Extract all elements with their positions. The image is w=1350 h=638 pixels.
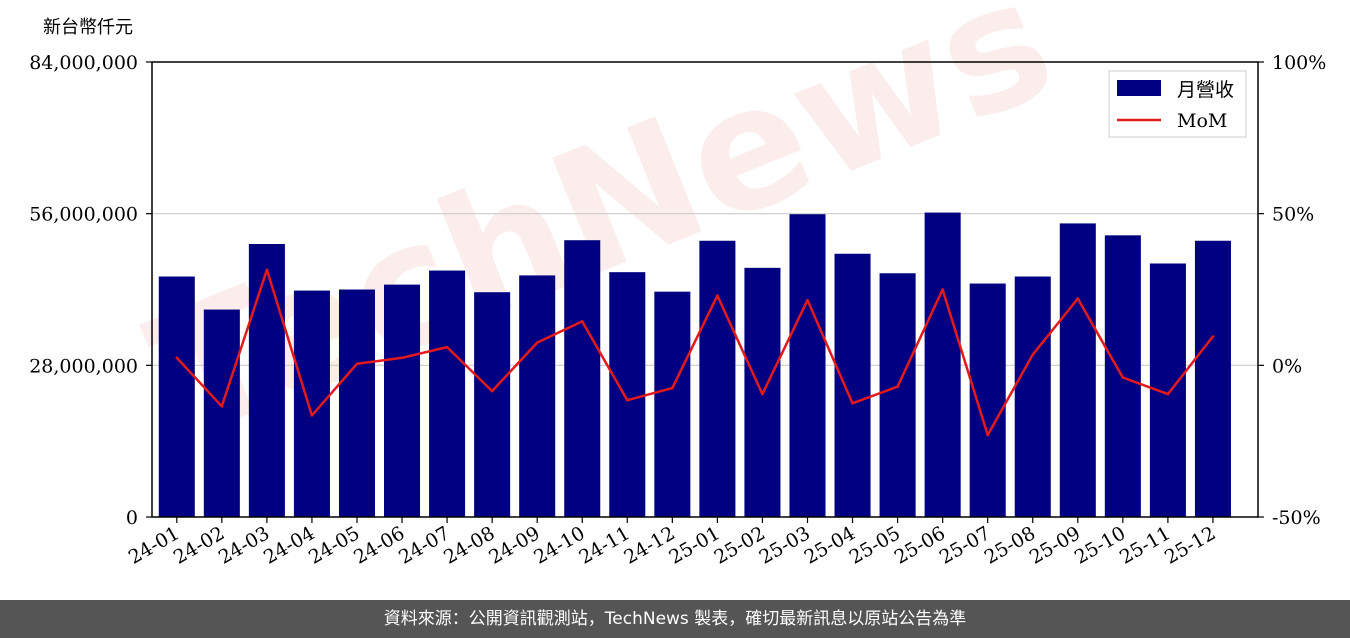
- bar-24-05: [338, 289, 376, 517]
- bars: [158, 212, 1231, 518]
- bar-25-01: [699, 240, 736, 517]
- mom-point-25-11: [1166, 392, 1170, 396]
- bar-25-06: [924, 212, 961, 518]
- x-tick-label: 25-01: [665, 522, 723, 568]
- mom-point-24-12: [671, 386, 674, 390]
- x-tick-label: 25-08: [981, 522, 1039, 568]
- mom-point-25-03: [806, 298, 809, 302]
- mom-point-25-10: [1121, 376, 1125, 379]
- bar-24-03: [248, 244, 285, 517]
- x-tick-label: 25-02: [710, 522, 768, 568]
- x-tick-label: 24-12: [620, 522, 678, 568]
- y-tick-label: 56,000,000: [29, 204, 138, 226]
- mom-point-24-05: [355, 362, 359, 366]
- mom-point-25-06: [941, 288, 944, 291]
- x-tick-label: 25-09: [1026, 522, 1084, 568]
- bar-24-08: [474, 292, 511, 517]
- x-tick-label: 24-01: [125, 522, 183, 568]
- x-tick-label: 24-02: [170, 522, 228, 568]
- legend: 月營收 MoM: [1108, 70, 1247, 138]
- bar-24-06: [384, 284, 421, 517]
- mom-point-25-07: [986, 433, 989, 437]
- x-tick-label: 24-06: [350, 522, 408, 568]
- x-tick-label: 24-05: [305, 522, 363, 568]
- x-tick-label: 25-10: [1071, 522, 1129, 568]
- mom-point-24-11: [625, 398, 629, 402]
- x-tick-label: 25-12: [1161, 522, 1219, 568]
- mom-line-group: [175, 268, 1215, 437]
- x-tick-label: 25-11: [1116, 522, 1174, 568]
- x-tick-label: 24-09: [485, 522, 543, 568]
- y2-tick-label: 50%: [1272, 204, 1314, 226]
- x-tick-label: 24-07: [395, 522, 453, 568]
- legend-label-mom: MoM: [1177, 110, 1227, 132]
- bar-24-10: [564, 240, 601, 518]
- bar-25-12: [1194, 240, 1231, 517]
- mom-line: [175, 268, 1214, 437]
- x-tick-label: 24-04: [260, 522, 318, 568]
- y2-tick-label: 100%: [1272, 52, 1326, 74]
- footer-source-note: 資料來源：公開資訊觀測站，TechNews 製表，確切最新訊息以原站公告為準: [0, 600, 1350, 638]
- mom-point-24-07: [445, 345, 449, 349]
- mom-point-25-04: [851, 401, 854, 405]
- bar-24-02: [203, 309, 240, 517]
- x-tick-label: 25-07: [936, 522, 994, 568]
- bar-24-11: [609, 272, 646, 517]
- mom-point-25-05: [896, 385, 899, 388]
- plot-frame: [151, 61, 1259, 518]
- mom-point-25-01: [716, 294, 719, 297]
- x-tick-label: 24-08: [440, 522, 498, 568]
- x-tick-label: 25-05: [846, 522, 904, 568]
- bar-25-04: [834, 253, 871, 517]
- y-tick-label: 0: [126, 507, 138, 529]
- bar-25-08: [1014, 276, 1051, 517]
- mom-point-24-04: [310, 414, 314, 417]
- mom-point-24-08: [490, 389, 494, 393]
- x-tick-label: 24-11: [575, 522, 633, 568]
- mom-point-24-02: [220, 404, 224, 408]
- x-tick-label: 25-04: [801, 522, 859, 568]
- bar-25-03: [789, 214, 826, 518]
- legend-bar-swatch: [1117, 80, 1161, 96]
- y2-tick-label: 0%: [1272, 355, 1302, 377]
- bar-24-01: [158, 276, 195, 517]
- chart: TechNews 028,000,00056,000,00084,000,000…: [29, 0, 1326, 569]
- mom-point-24-10: [580, 320, 584, 323]
- mom-point-25-02: [761, 392, 764, 396]
- y-tick-label: 28,000,000: [29, 355, 138, 377]
- bar-25-05: [879, 273, 916, 517]
- x-tick-label: 24-03: [215, 522, 273, 568]
- mom-point-25-08: [1031, 353, 1035, 357]
- mom-point-24-01: [175, 356, 179, 360]
- bar-24-12: [654, 291, 691, 517]
- y-axis-unit-label: 新台幣仟元: [43, 17, 133, 38]
- mom-point-24-09: [535, 341, 539, 344]
- bar-25-07: [969, 283, 1006, 517]
- mom-point-25-09: [1076, 297, 1080, 300]
- x-tick-label: 24-10: [530, 522, 588, 568]
- x-tick-label: 25-03: [756, 522, 814, 568]
- mom-point-25-12: [1211, 335, 1215, 338]
- mom-point-24-03: [265, 268, 269, 272]
- legend-label-revenue: 月營收: [1177, 79, 1234, 101]
- bar-24-04: [293, 290, 330, 517]
- y-tick-label: 84,000,000: [29, 52, 138, 74]
- bar-24-09: [519, 275, 556, 517]
- x-tick-label: 25-06: [891, 522, 949, 568]
- bar-24-07: [429, 270, 466, 517]
- y2-tick-label: -50%: [1272, 507, 1321, 529]
- bar-25-09: [1059, 223, 1096, 517]
- mom-point-24-06: [400, 356, 404, 360]
